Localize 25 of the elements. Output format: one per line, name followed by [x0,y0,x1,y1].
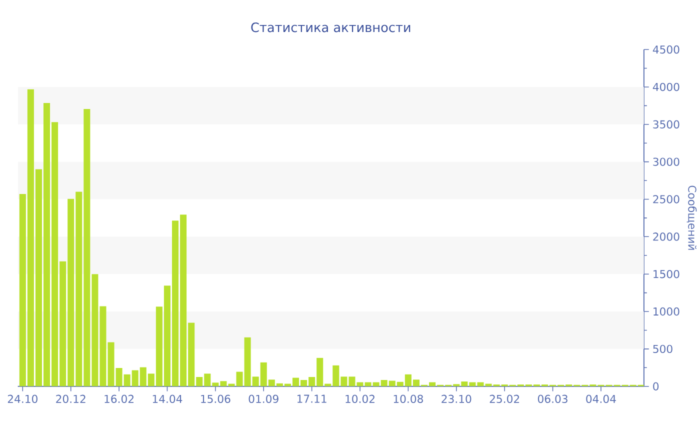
x-tick-label: 04.04 [586,394,616,404]
y-tick-label: 500 [653,344,672,354]
y-tick-label: 2000 [653,232,680,241]
chart-title: Статистика активности [251,22,410,32]
y-axis-title: Сообщений [686,186,697,250]
y-tick-label: 2500 [653,195,680,204]
x-tick-label: 10.02 [346,394,374,404]
y-tick-label: 3500 [653,120,680,128]
y-tick-label: 1500 [654,270,680,278]
y-tick-label: 4500 [652,45,680,54]
x-tick-label: 23.10 [442,394,472,404]
x-tick-label: 16.02 [104,394,134,404]
x-tick-label: 17.11 [297,394,326,403]
x-tick-label: 24.10 [8,394,38,404]
x-tick-label: 01.09 [248,394,278,404]
y-tick-label: 4000 [652,82,680,92]
x-tick-label: 14.04 [152,394,182,404]
x-tick-label: 06.03 [538,394,568,404]
x-tick-label: 25.02 [490,394,520,404]
y-tick-label: 0 [653,382,659,390]
y-tick-label: 3000 [653,158,680,166]
x-tick-label: 20.12 [56,394,86,404]
y-tick-label: 1000 [654,307,680,316]
x-tick-label: 10.08 [394,394,423,404]
x-tick-label: 15.06 [201,394,230,404]
